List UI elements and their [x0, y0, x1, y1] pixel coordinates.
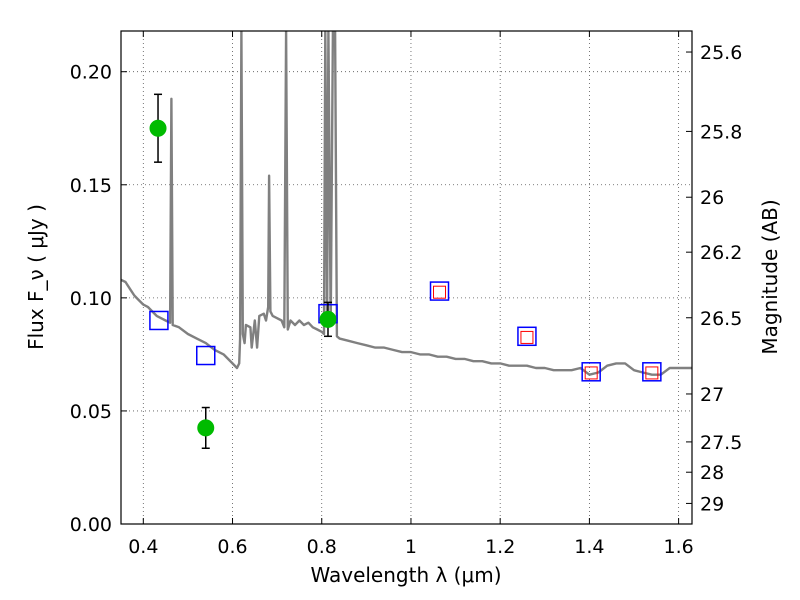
x-tick-label: 1.6	[664, 536, 694, 558]
model-photometry-square	[196, 345, 216, 366]
model-photometry-square	[517, 326, 537, 347]
y-tick-label: 0.05	[70, 401, 112, 423]
x-tick-label: 0.8	[307, 536, 337, 558]
observed-point	[197, 419, 215, 437]
x-tick-label: 0.6	[217, 536, 247, 558]
x-axis-label: Wavelength λ (μm)	[310, 563, 501, 587]
x-tick-label: 1.4	[574, 536, 604, 558]
right-y-tick-label: 27	[700, 384, 724, 406]
model-sed-line	[121, 31, 692, 376]
model-sed-layer	[121, 31, 692, 376]
ir-photometry-square	[520, 330, 534, 344]
right-y-tick-label: 29	[700, 493, 724, 515]
model-photometry-square	[429, 281, 450, 301]
tick-layer: 0.4 0.6 0.8 1 1.2 1.4 1.6 0.00 0.05 0.10 0.15 0.20 2…	[70, 31, 742, 558]
y-tick-label: 0.15	[70, 175, 112, 197]
y-tick-label: 0.10	[70, 288, 112, 310]
right-y-axis-label: Magnitude (AB)	[758, 199, 782, 354]
ir-photometry-square	[433, 285, 447, 299]
right-y-tick-label: 25.6	[700, 42, 742, 64]
ir-photometry-square	[645, 366, 659, 380]
right-y-tick-label: 28	[700, 462, 724, 484]
y-tick-label: 0.00	[70, 514, 112, 536]
observed-point	[149, 119, 167, 137]
plot-frame	[120, 30, 693, 525]
y-tick-label: 0.20	[70, 62, 112, 84]
marker-layer	[149, 93, 662, 449]
right-y-tick-label: 26.5	[700, 308, 742, 330]
x-tick-label: 1	[405, 536, 417, 558]
right-y-tick-label: 26	[700, 187, 724, 209]
y-axis-label: Flux F_ν ( μJy )	[24, 204, 48, 350]
x-tick-label: 1.2	[485, 536, 515, 558]
right-y-tick-label: 26.2	[700, 242, 742, 264]
model-photometry-square	[149, 310, 169, 331]
ir-photometry-square	[584, 366, 598, 380]
right-y-tick-label: 25.8	[700, 121, 742, 143]
model-photometry-square	[642, 362, 662, 382]
right-y-tick-label: 27.5	[700, 432, 742, 454]
x-tick-label: 0.4	[128, 536, 158, 558]
model-photometry-square	[581, 362, 601, 382]
observed-point	[319, 310, 337, 328]
